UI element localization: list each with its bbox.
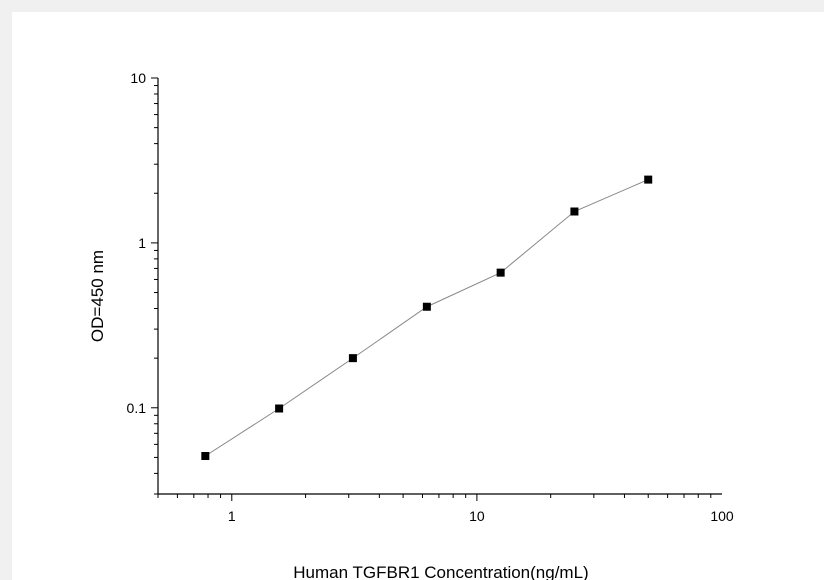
chart-panel — [12, 12, 824, 580]
data-point — [275, 404, 284, 413]
series-line — [205, 179, 649, 457]
data-point — [348, 354, 357, 363]
x-axis-title: Human TGFBR1 Concentration(ng/mL) — [293, 563, 588, 580]
data-point — [201, 452, 210, 461]
data-point — [422, 302, 431, 311]
x-tick-label: 100 — [710, 508, 734, 524]
data-point — [570, 207, 579, 216]
y-tick-label: 1 — [138, 235, 146, 251]
x-tick-label: 1 — [228, 508, 236, 524]
series-layer — [201, 175, 653, 461]
data-point — [644, 175, 653, 184]
y-tick-label: 0.1 — [127, 400, 147, 416]
data-point — [496, 268, 505, 277]
axes: 1 10 100 0.1 1 10 — [127, 70, 734, 524]
x-tick-label: 10 — [469, 508, 485, 524]
y-axis-title: OD=450 nm — [88, 250, 107, 342]
y-tick-label: 10 — [130, 70, 146, 86]
